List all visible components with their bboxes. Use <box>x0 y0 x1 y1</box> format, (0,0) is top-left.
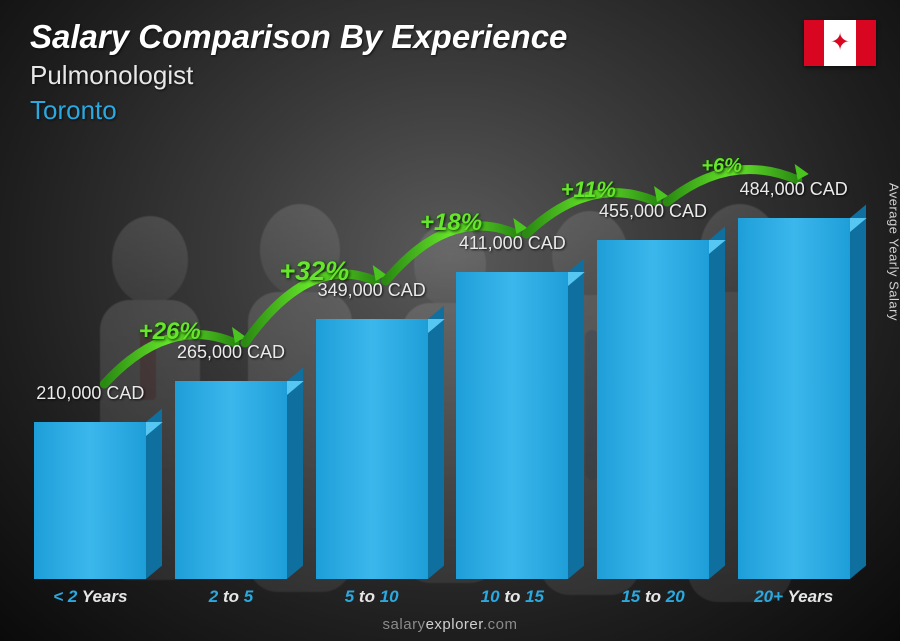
brand-part-a: salary <box>383 616 426 633</box>
category-label: < 2 Years <box>24 587 157 607</box>
value-label: 210,000 CAD <box>36 383 144 404</box>
category-label: 10 to 15 <box>446 587 579 607</box>
bar-group: 455,000 CAD <box>587 150 720 579</box>
category-label: 2 to 5 <box>165 587 298 607</box>
bar <box>456 272 568 579</box>
bar-group: 265,000 CAD <box>165 150 298 579</box>
pct-increase-label: +32% <box>279 256 349 287</box>
value-label: 484,000 CAD <box>740 179 848 200</box>
brand-part-b: explorer <box>426 616 483 633</box>
header: Salary Comparison By Experience Pulmonol… <box>30 18 870 126</box>
bar <box>597 240 709 579</box>
pct-increase-label: +18% <box>420 209 482 237</box>
bar-group: 349,000 CAD <box>305 150 438 579</box>
category-labels: < 2 Years 2 to 5 5 to 10 10 to 15 15 to 20 20… <box>24 587 860 607</box>
brand-part-c: .com <box>483 616 518 633</box>
bar <box>316 319 428 579</box>
chart-title: Salary Comparison By Experience <box>30 18 870 56</box>
bar-group: 210,000 CAD <box>24 150 157 579</box>
chart-location: Toronto <box>30 95 870 126</box>
pct-increase-label: +26% <box>139 318 201 346</box>
value-label: 455,000 CAD <box>599 201 707 222</box>
bar <box>738 218 850 579</box>
bar-group: 484,000 CAD <box>727 150 860 579</box>
canada-flag-icon: ✦ <box>804 20 876 66</box>
pct-increase-label: +6% <box>701 155 742 178</box>
bar <box>34 422 146 579</box>
footer-brand: salaryexplorer.com <box>0 616 900 633</box>
bar <box>175 381 287 579</box>
pct-increase-label: +11% <box>561 177 616 203</box>
salary-bar-chart: 210,000 CAD265,000 CAD349,000 CAD411,000… <box>24 150 860 579</box>
y-axis-label: Average Yearly Salary <box>887 182 900 320</box>
category-label: 20+ Years <box>727 587 860 607</box>
category-label: 15 to 20 <box>587 587 720 607</box>
category-label: 5 to 10 <box>305 587 438 607</box>
chart-subtitle: Pulmonologist <box>30 60 870 91</box>
